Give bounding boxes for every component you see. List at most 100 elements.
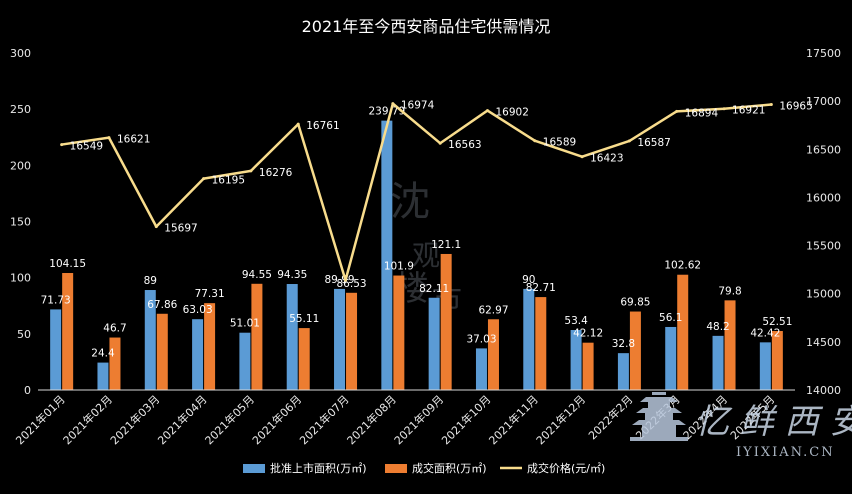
price-label: 16974 (401, 100, 435, 112)
legend-label-price: 成交价格(元/㎡) (527, 461, 605, 475)
bar-transaction-label: 121.1 (431, 239, 461, 251)
price-point (202, 177, 206, 181)
price-point (391, 102, 395, 106)
right-tick-label: 17000 (806, 95, 841, 108)
bar-transaction-area (629, 311, 641, 390)
bar-transaction-label: 46.7 (103, 323, 126, 335)
bar-approved-area (381, 120, 393, 391)
x-tick-label: 2021年03月 (107, 392, 162, 447)
left-tick-label: 0 (24, 384, 31, 397)
left-tick-label: 100 (10, 272, 31, 285)
logo-watermark-title: 忆 鲜 西 安 (695, 402, 852, 442)
price-label: 16423 (590, 153, 623, 165)
bar-approved-label: 48.2 (706, 321, 729, 333)
x-tick-label: 2021年04月 (155, 392, 210, 447)
bar-approved-area (144, 290, 156, 390)
bar-transaction-area (346, 292, 358, 390)
x-tick-label: 2021年09月 (391, 392, 446, 447)
right-tick-label: 15500 (806, 240, 841, 253)
price-point (627, 139, 631, 143)
chart-title: 2021年至今西安商品住宅供需情况 (302, 17, 551, 36)
right-tick-label: 15000 (806, 288, 841, 301)
x-tick-label: 2021年01月 (13, 392, 68, 447)
bar-approved-label: 37.03 (466, 333, 496, 345)
legend: 批准上市面积(万㎡) 成交面积(万㎡) 成交价格(元/㎡) (243, 461, 605, 475)
bar-transaction-label: 69.85 (620, 297, 650, 309)
bar-transaction-label: 82.71 (526, 282, 556, 294)
price-point (675, 109, 679, 113)
bar-approved-label: 24.4 (91, 348, 115, 360)
x-tick-label: 2021年11月 (486, 392, 541, 447)
bar-approved-area (475, 348, 487, 390)
bar-transaction-area (62, 273, 74, 390)
bar-transaction-label: 77.31 (195, 288, 225, 300)
x-tick-label: 2021年05月 (202, 392, 257, 447)
price-point (722, 107, 726, 111)
bar-transaction-area (109, 337, 121, 390)
bar-transaction-label: 102.62 (664, 260, 701, 272)
bar-approved-label: 53.4 (564, 315, 588, 327)
bar-transaction-area (156, 313, 168, 390)
bar-approved-area (570, 330, 582, 390)
bar-transaction-area (204, 303, 216, 390)
price-label: 16549 (70, 141, 103, 153)
bar-approved-area (334, 288, 346, 390)
price-label: 16894 (685, 107, 719, 119)
price-point (249, 169, 253, 173)
bar-transaction-label: 67.86 (147, 299, 177, 311)
price-line (61, 102, 772, 282)
bar-transaction-label: 79.8 (718, 285, 741, 297)
bar-transaction-label: 94.55 (242, 269, 272, 281)
legend-swatch-transaction (385, 464, 407, 473)
bar-approved-label: 42.42 (750, 327, 780, 339)
bar-approved-label: 90 (522, 274, 535, 286)
pagoda-icon (630, 392, 688, 441)
bar-approved-label: 239.79 (368, 106, 405, 118)
x-tick-label: 2021年08月 (344, 392, 399, 447)
bar-transaction-area (393, 275, 405, 390)
x-tick-label: 2021年12月 (533, 392, 588, 447)
price-label: 16276 (259, 167, 293, 179)
bar-approved-label: 32.8 (612, 338, 635, 350)
bar-approved-area (712, 335, 724, 390)
center-watermark-char-1: 沈 (390, 179, 430, 225)
bar-transaction-label: 104.15 (49, 258, 86, 270)
bar-approved-area (192, 319, 204, 390)
price-label: 16965 (779, 101, 812, 113)
x-tick-label: 2021年02月 (60, 392, 115, 447)
bar-approved-label: 63.03 (183, 304, 213, 316)
bar-approved-label: 94.35 (277, 269, 307, 281)
bar-approved-label: 71.73 (41, 294, 71, 306)
price-point (438, 141, 442, 145)
bar-approved-area (617, 353, 629, 390)
price-point (60, 143, 64, 147)
price-label: 16587 (637, 137, 670, 149)
price-point (296, 122, 300, 126)
x-tick-label: 2021年10月 (438, 392, 493, 447)
x-tick-label: 2022年2月 (585, 392, 635, 442)
bar-transaction-label: 55.11 (289, 313, 319, 325)
price-point (533, 139, 537, 143)
x-tick-label: 2021年07月 (296, 392, 351, 447)
bar-approved-area (665, 326, 677, 390)
price-point (344, 278, 348, 282)
bar-approved-label: 82.11 (419, 283, 449, 295)
price-label: 16563 (448, 139, 481, 151)
bar-transaction-area (251, 283, 263, 390)
legend-label-transaction: 成交面积(万㎡) (412, 461, 487, 475)
right-tick-label: 17500 (806, 47, 841, 60)
left-tick-label: 50 (17, 328, 31, 341)
center-watermark-char-2: 观 (412, 239, 440, 272)
plot-area: 71.73 104.15 24.4 46.7 89 67.86 63.03 77.31 51.0… (41, 100, 813, 391)
bar-transaction-area (582, 342, 594, 390)
bar-approved-area (50, 309, 62, 390)
left-tick-label: 300 (10, 47, 31, 60)
bar-approved-area (523, 288, 535, 390)
bar-transaction-label: 62.97 (478, 304, 508, 316)
price-label: 16902 (495, 107, 528, 119)
right-axis: 14000 14500 15000 15500 16000 16500 17000 17500 (806, 47, 841, 397)
right-tick-label: 16500 (806, 143, 841, 156)
bar-approved-area (239, 332, 251, 390)
left-axis: 0 50 100 150 200 250 300 (10, 47, 31, 397)
left-tick-label: 150 (10, 216, 31, 229)
